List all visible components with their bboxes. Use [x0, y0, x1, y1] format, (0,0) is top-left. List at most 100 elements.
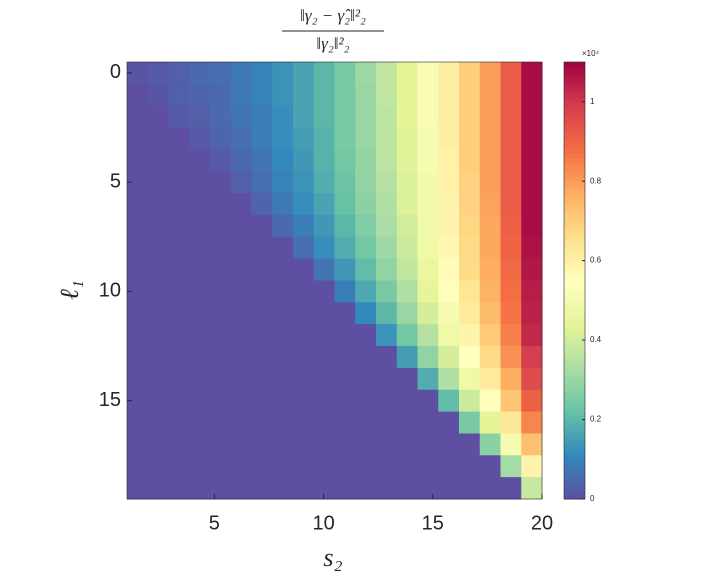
colorbar-segment	[564, 292, 585, 297]
cell	[479, 62, 501, 85]
colorbar-segment	[564, 81, 585, 87]
cell	[376, 455, 398, 478]
cell	[396, 433, 418, 456]
colorbar-segment	[564, 256, 585, 262]
cell	[168, 280, 190, 303]
colorbar-segment	[564, 149, 585, 154]
cell	[334, 280, 356, 303]
colorbar-segment	[564, 336, 585, 341]
cell	[147, 236, 169, 260]
cell	[479, 411, 501, 434]
cell	[313, 346, 335, 369]
cell	[147, 302, 169, 325]
colorbar-segment	[564, 399, 585, 405]
y-tick-label: 10	[99, 280, 121, 302]
cell	[168, 149, 190, 172]
cell	[272, 433, 294, 456]
cell	[313, 477, 335, 500]
cell	[355, 171, 377, 194]
cell	[251, 236, 273, 260]
axes: 5 10 15 20 0 5 10 15 0 0.2 0.4 0.6 0.8 1 ×10⁴	[99, 49, 602, 534]
cell	[438, 83, 460, 107]
cell	[230, 367, 252, 391]
cell	[417, 236, 439, 260]
cell	[355, 367, 377, 391]
colorbar-tick-label: 0.8	[590, 176, 602, 185]
cell	[251, 214, 273, 238]
cell	[272, 302, 294, 325]
cell	[521, 346, 543, 369]
colorbar-segment	[564, 463, 585, 468]
colorbar-segment	[564, 455, 585, 460]
cell	[230, 280, 252, 303]
colorbar-segment	[564, 344, 585, 349]
colorbar-segment	[564, 355, 585, 361]
cell	[313, 302, 335, 325]
colorbar-segment	[564, 435, 585, 440]
cell	[272, 389, 294, 413]
cell	[417, 367, 439, 391]
cell	[355, 411, 377, 434]
cell	[355, 302, 377, 325]
cell	[147, 477, 169, 500]
cell	[210, 149, 232, 172]
cell	[313, 324, 335, 347]
cell	[168, 324, 190, 347]
cell	[479, 455, 501, 478]
cell	[417, 280, 439, 303]
cell	[293, 411, 315, 434]
cell	[479, 193, 501, 216]
colorbar-segment	[564, 224, 585, 230]
cell	[334, 171, 356, 194]
cell	[189, 214, 211, 238]
cell	[521, 477, 543, 500]
cell	[396, 346, 418, 369]
colorbar-segment	[564, 216, 585, 222]
cell	[376, 236, 398, 260]
colorbar-segment	[564, 423, 585, 428]
cell	[230, 455, 252, 478]
cell	[168, 346, 190, 369]
colorbar-segment	[564, 276, 585, 281]
cell	[500, 477, 522, 500]
cell	[500, 105, 522, 129]
cell	[334, 433, 356, 456]
cell	[417, 302, 439, 325]
cell	[521, 280, 543, 303]
cell	[479, 171, 501, 194]
cell	[459, 105, 481, 129]
cell	[313, 193, 335, 216]
cell	[500, 280, 522, 303]
cell	[396, 367, 418, 391]
cell	[355, 477, 377, 500]
colorbar-segment	[564, 332, 585, 337]
colorbar-tick-label: 0	[590, 494, 595, 503]
cell	[521, 389, 543, 413]
cell	[189, 62, 211, 85]
colorbar-segment	[564, 284, 585, 289]
colorbar-segment	[564, 459, 585, 464]
cell	[313, 127, 335, 150]
colorbar-exponent: ×10⁴	[582, 49, 600, 58]
cell	[313, 62, 335, 85]
cell	[251, 193, 273, 216]
colorbar-segment	[564, 383, 585, 389]
cell	[500, 455, 522, 478]
cell	[210, 324, 232, 347]
colorbar-segment	[564, 487, 585, 492]
cell	[313, 149, 335, 172]
colorbar-segment	[564, 236, 585, 242]
cell	[293, 171, 315, 194]
cell	[521, 171, 543, 194]
cell	[479, 433, 501, 456]
cell	[417, 324, 439, 347]
colorbar-segment	[564, 411, 585, 417]
cell	[293, 346, 315, 369]
cell	[417, 171, 439, 194]
cell	[355, 280, 377, 303]
colorbar-segment	[564, 348, 585, 353]
cell	[334, 236, 356, 260]
cell	[189, 149, 211, 172]
colorbar-segment	[564, 157, 585, 162]
cell	[479, 302, 501, 325]
